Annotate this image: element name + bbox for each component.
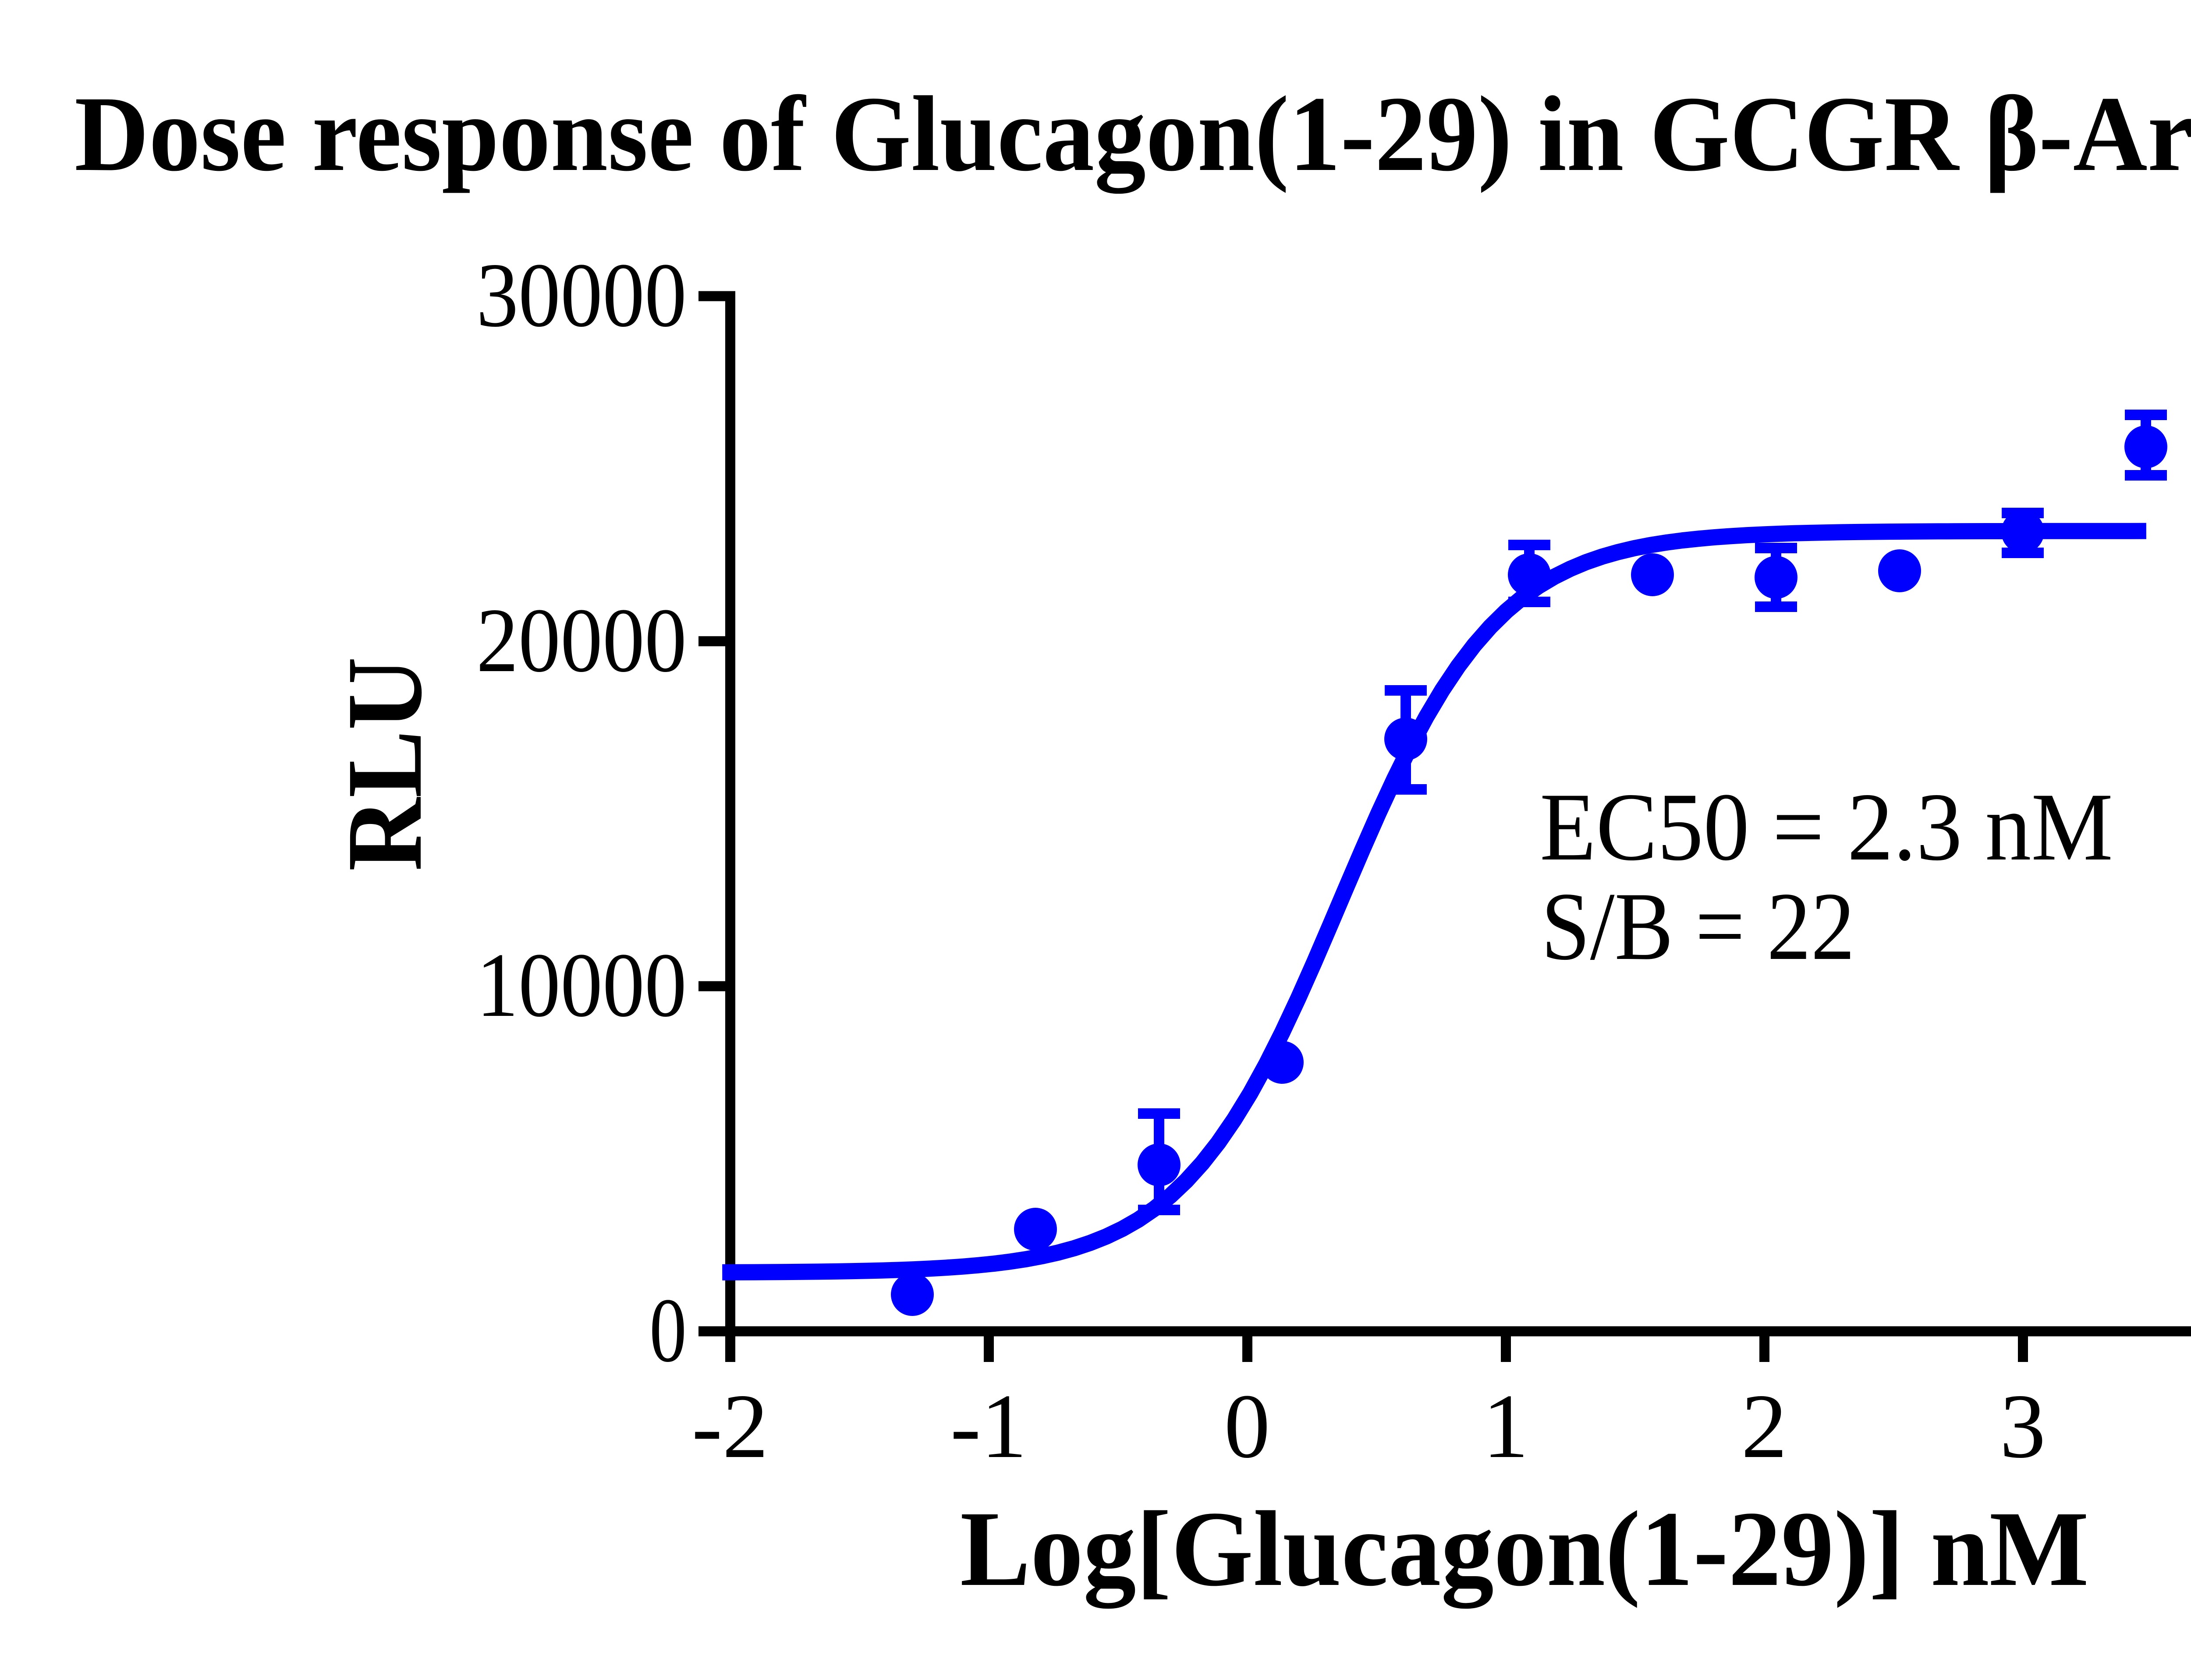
svg-text:EC50 = 2.3 nM: EC50 = 2.3 nM: [1540, 773, 2113, 881]
svg-text:2: 2: [1741, 1376, 1787, 1477]
svg-text:0: 0: [1224, 1376, 1270, 1477]
svg-text:0: 0: [649, 1280, 687, 1381]
svg-text:10000: 10000: [476, 934, 687, 1036]
svg-text:Log[Glucagon(1-29)] nM: Log[Glucagon(1-29)] nM: [960, 1489, 2089, 1609]
svg-text:20000: 20000: [476, 590, 687, 691]
svg-text:RLU: RLU: [325, 657, 444, 871]
svg-text:-1: -1: [950, 1376, 1027, 1477]
svg-text:-2: -2: [692, 1376, 769, 1477]
svg-text:1: 1: [1483, 1376, 1529, 1477]
svg-text:3: 3: [2000, 1376, 2046, 1477]
svg-text:30000: 30000: [476, 244, 687, 346]
svg-text:S/B = 22: S/B = 22: [1541, 873, 1855, 980]
svg-text:Dose response of Glucagon(1-29: Dose response of Glucagon(1-29) in GCGR …: [74, 74, 2191, 194]
